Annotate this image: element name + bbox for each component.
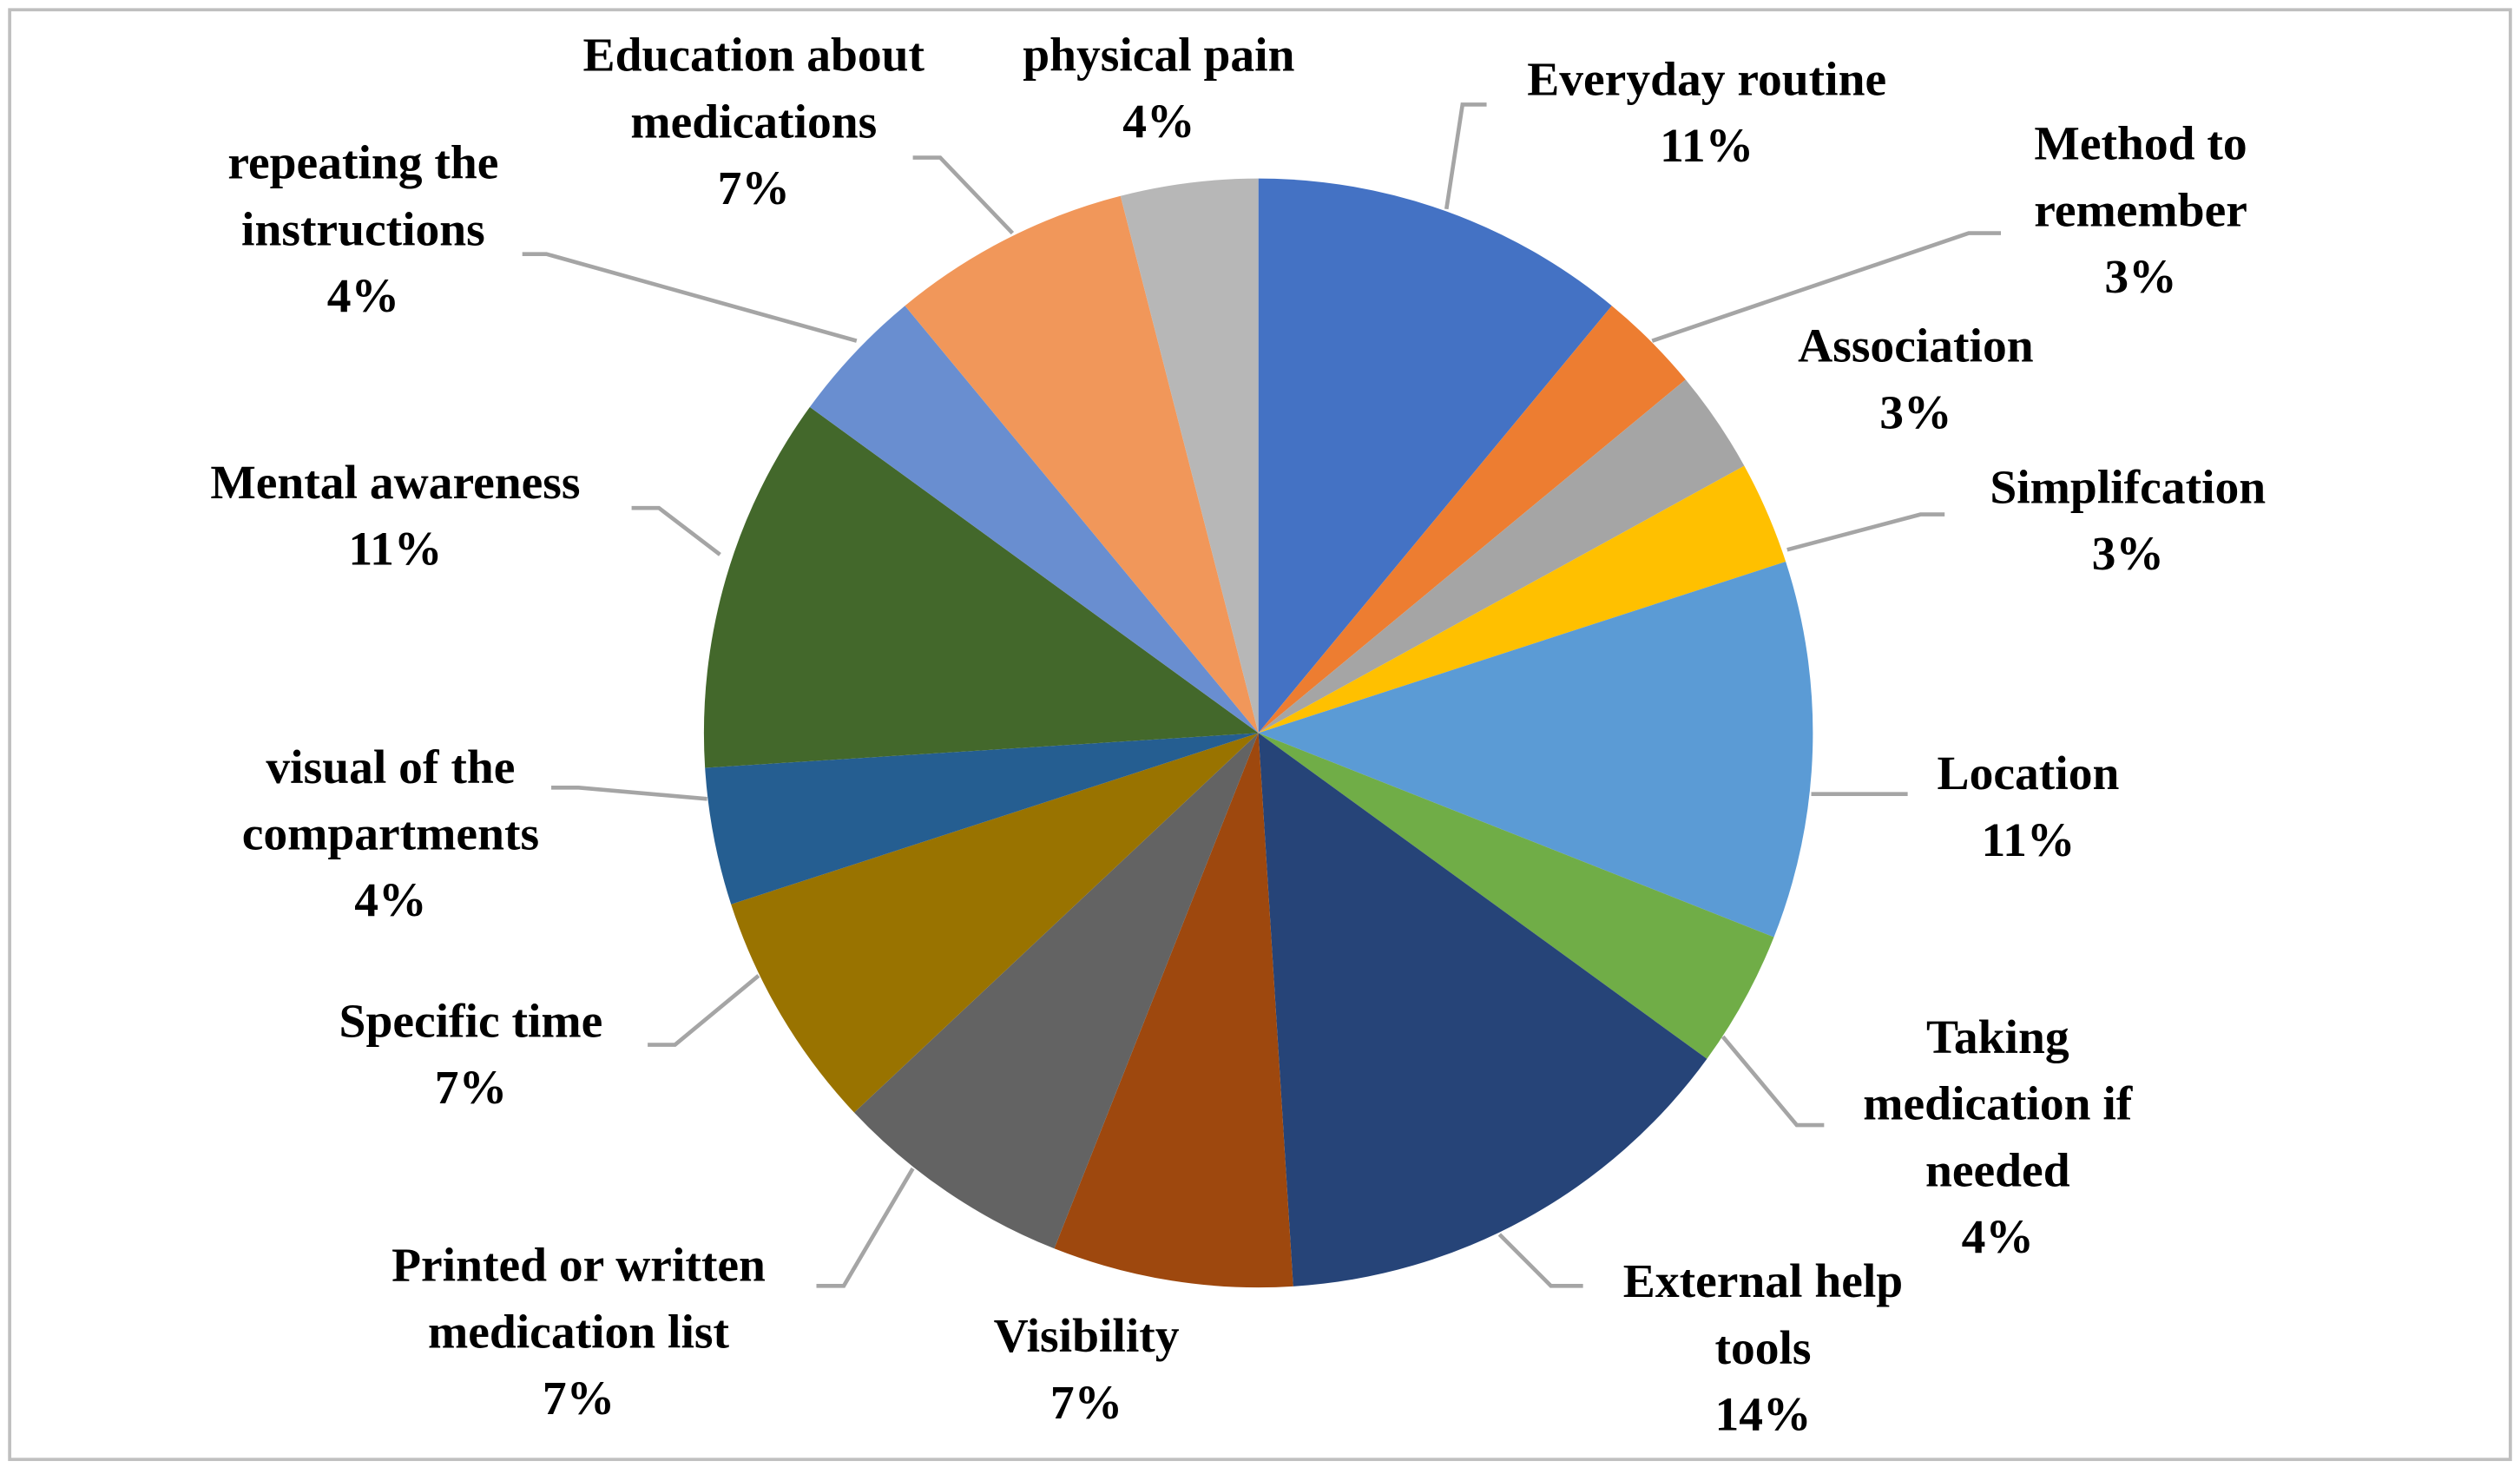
slice-label-line: Location (1938, 747, 2120, 800)
value-label: 4% (354, 874, 426, 927)
slice-label: Everyday routine (1527, 53, 1886, 106)
slice-label: Association (1798, 319, 2034, 372)
value-label: 3% (2104, 251, 2176, 304)
slice-label-line: Specific time (339, 995, 603, 1048)
pie-slice (809, 306, 1259, 734)
slice-label: Simplifcation (1990, 461, 2266, 514)
pie-slice (1258, 733, 1707, 1286)
leader-line (1444, 102, 1487, 210)
slice-label-line: Visibility (994, 1310, 1180, 1363)
value-label: 11% (1660, 120, 1753, 173)
slice-label: Specific time (339, 995, 603, 1048)
slice-label-line: Printed or written (391, 1239, 766, 1292)
slice-label-line: physical pain (1023, 29, 1294, 82)
value-label: 11% (348, 523, 442, 576)
pie-slice (1258, 733, 1774, 1059)
slice-label: Location (1938, 747, 2120, 800)
slice-label: visual of the compartments (242, 741, 539, 861)
slice-label-line: instructions (241, 203, 485, 256)
slice-label-line: Mental awareness (210, 457, 580, 510)
pie-slice (705, 733, 1259, 905)
labels: Everyday routine 11% Method to remember 3% As… (210, 29, 2266, 1441)
slice-label-line: External help (1623, 1255, 1903, 1308)
leader-line (1497, 1233, 1583, 1288)
slice-label: Printed or written medication list (391, 1239, 766, 1359)
slice-label-line: remember (2034, 184, 2247, 237)
slice-label-line: Association (1798, 319, 2034, 372)
leader-line (1786, 512, 1945, 552)
value-label: 7% (435, 1062, 507, 1115)
pie-slice (1258, 306, 1686, 734)
slice-label-line: visual of the (266, 741, 515, 794)
pie-slice (1054, 733, 1293, 1288)
value-label: 7% (718, 162, 790, 215)
value-label: 4% (327, 270, 399, 323)
slice-label: External help tools (1623, 1255, 1903, 1375)
leader-line (522, 252, 858, 343)
slice-label-line: Everyday routine (1527, 53, 1886, 106)
slice-label: Visibility (994, 1310, 1180, 1363)
value-label: 3% (1879, 386, 1951, 439)
leader-line (1721, 1035, 1825, 1128)
value-label: 11% (1981, 814, 2075, 867)
slice-label-line: compartments (242, 807, 539, 860)
leader-line (1651, 231, 2001, 343)
slice-label-line: medication list (428, 1306, 730, 1359)
pie-slice (703, 406, 1259, 768)
slice-label: physical pain (1023, 29, 1294, 82)
slice-label-line: medications (630, 95, 877, 148)
slice-label: Taking medication if needed (1863, 1011, 2134, 1198)
slice-label-line: Simplifcation (1990, 461, 2266, 514)
value-label: 14% (1714, 1389, 1811, 1442)
slice-label: Method to remember (2034, 117, 2247, 237)
pie-slice (1258, 561, 1813, 938)
leader-line (648, 974, 760, 1047)
leader-line (631, 505, 721, 556)
slice-label: repeating the instructions (227, 136, 498, 256)
slice-label-line: needed (1925, 1144, 2070, 1197)
leader-line (551, 786, 707, 801)
pie-slice (1258, 178, 1612, 734)
pie-slice (731, 733, 1259, 1113)
pie-slice (1258, 379, 1745, 734)
pie-slice (905, 195, 1259, 734)
slice-label-line: Method to (2034, 117, 2247, 170)
pie-slice (1120, 178, 1259, 734)
slice-label-line: medication if (1863, 1077, 2134, 1130)
slice-label-line: repeating the (227, 136, 498, 189)
value-label: 4% (1962, 1211, 2034, 1264)
pie-slice (1258, 465, 1786, 734)
slice-label-line: Education about (583, 29, 925, 82)
slice-label: Mental awareness (210, 457, 580, 510)
slice-label-line: Taking (1926, 1011, 2069, 1064)
slice-label-line: tools (1714, 1322, 1811, 1375)
value-label: 4% (1122, 95, 1194, 148)
pie (703, 178, 1813, 1288)
leader-line (816, 1167, 915, 1288)
leader-line (912, 155, 1015, 235)
value-label: 3% (2092, 528, 2164, 581)
pie-slice (854, 733, 1259, 1249)
value-label: 7% (543, 1372, 615, 1425)
slice-label: Education about medications (583, 29, 925, 148)
value-label: 7% (1050, 1377, 1122, 1430)
